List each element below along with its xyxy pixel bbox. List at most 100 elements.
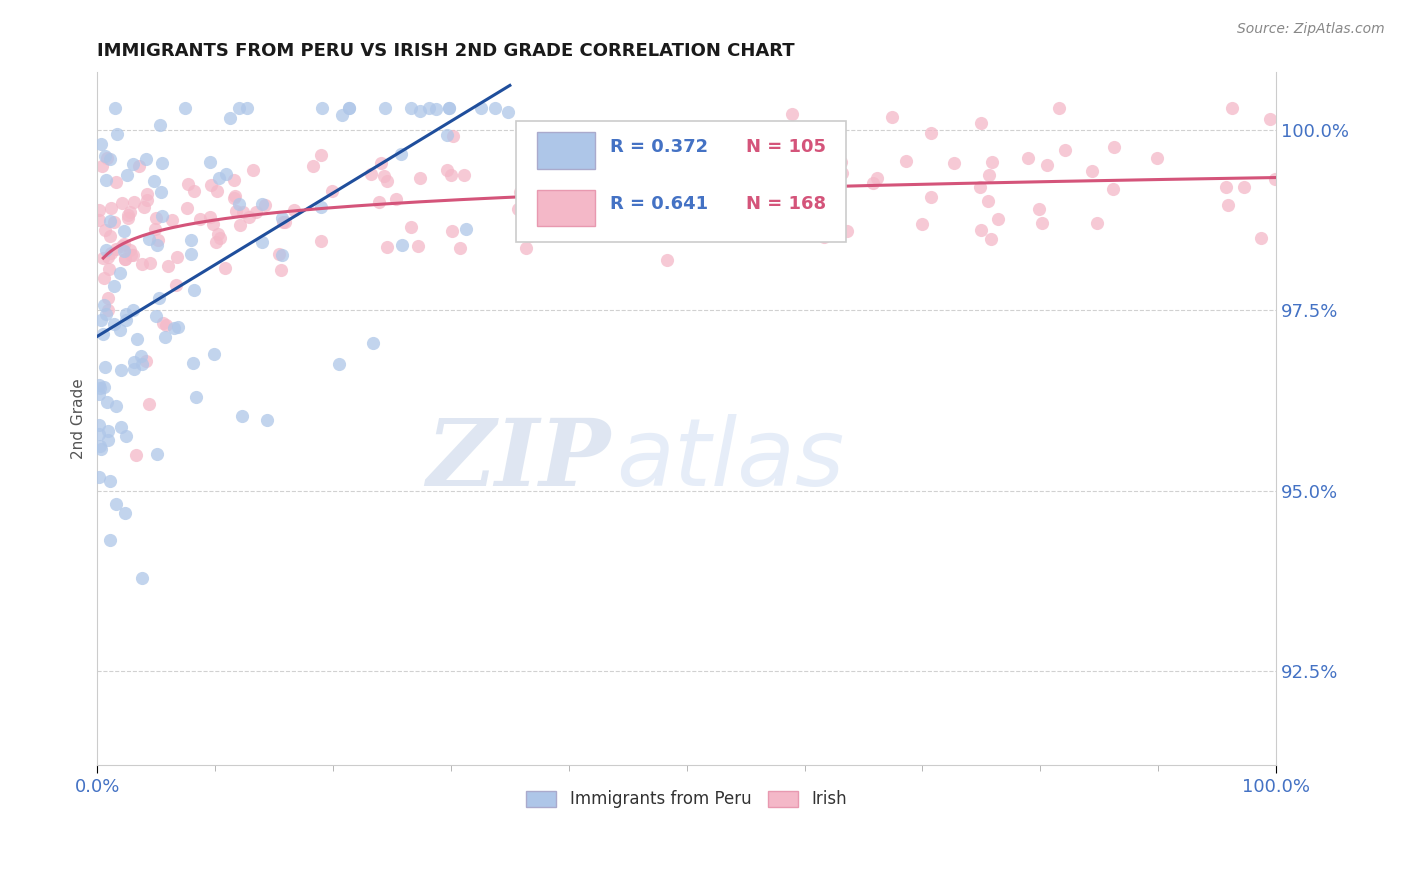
Point <box>190 211 212 226</box>
Point <box>90 313 112 327</box>
Point <box>97 250 120 264</box>
Point <box>271 215 294 229</box>
Point <box>200 154 222 169</box>
Point <box>150 156 173 170</box>
Text: IMMIGRANTS FROM PERU VS IRISH 2ND GRADE CORRELATION CHART: IMMIGRANTS FROM PERU VS IRISH 2ND GRADE … <box>97 42 794 60</box>
Point <box>131 357 153 371</box>
Point <box>110 266 132 280</box>
Point <box>128 159 150 173</box>
Point <box>105 175 128 189</box>
Point <box>252 197 274 211</box>
Point <box>117 208 139 222</box>
Point <box>1036 158 1059 172</box>
Point <box>131 570 153 584</box>
Point <box>162 321 184 335</box>
Point <box>135 353 157 368</box>
Legend: Immigrants from Peru, Irish: Immigrants from Peru, Irish <box>520 784 853 815</box>
Point <box>375 240 398 254</box>
Point <box>155 318 177 332</box>
Point <box>228 197 250 211</box>
Y-axis label: 2nd Grade: 2nd Grade <box>72 378 86 458</box>
Point <box>150 186 173 200</box>
Point <box>987 211 1010 226</box>
Point <box>1146 151 1168 165</box>
Point <box>207 184 229 198</box>
Point <box>328 357 350 371</box>
Text: atlas: atlas <box>616 415 844 506</box>
Point <box>754 162 776 177</box>
Point <box>129 349 152 363</box>
Point <box>454 222 477 236</box>
Point <box>367 195 389 210</box>
Point <box>780 106 803 120</box>
Point <box>148 291 170 305</box>
Point <box>862 176 884 190</box>
Point <box>880 110 903 124</box>
Point <box>181 355 204 369</box>
Point <box>94 307 117 321</box>
Point <box>801 149 824 163</box>
Point <box>1102 182 1125 196</box>
Point <box>970 116 993 130</box>
Point <box>105 399 128 413</box>
Point <box>374 102 396 116</box>
Point <box>205 235 228 249</box>
Point <box>145 237 167 252</box>
Point <box>408 103 430 118</box>
Point <box>157 260 180 274</box>
Point <box>651 166 673 180</box>
Point <box>256 413 278 427</box>
Point <box>496 105 519 120</box>
Point <box>96 394 118 409</box>
Text: R = 0.641: R = 0.641 <box>610 195 709 213</box>
Point <box>94 149 117 163</box>
Point <box>89 440 111 454</box>
Point <box>389 146 412 161</box>
Point <box>339 102 361 116</box>
Point <box>274 215 297 229</box>
Point <box>222 192 245 206</box>
Point <box>373 169 395 183</box>
Point <box>696 127 718 141</box>
Point <box>831 166 853 180</box>
Text: ZIP: ZIP <box>426 415 610 505</box>
Point <box>93 223 115 237</box>
Point <box>644 207 666 221</box>
Point <box>134 200 156 214</box>
Point <box>655 252 678 267</box>
Point <box>114 252 136 266</box>
Point <box>1233 179 1256 194</box>
Point <box>152 316 174 330</box>
Point <box>94 243 117 257</box>
Point <box>399 102 422 116</box>
Point <box>609 175 631 189</box>
Point <box>98 229 121 244</box>
Point <box>180 233 202 247</box>
Point <box>337 102 360 116</box>
Point <box>138 397 160 411</box>
Point <box>650 199 672 213</box>
Point <box>112 236 135 251</box>
Point <box>145 309 167 323</box>
Point <box>100 246 122 260</box>
FancyBboxPatch shape <box>516 121 846 242</box>
Point <box>425 102 447 116</box>
Point <box>120 243 142 257</box>
Point <box>508 202 530 217</box>
Point <box>270 211 292 226</box>
Point <box>112 244 135 258</box>
Point <box>792 197 814 211</box>
Point <box>1104 140 1126 154</box>
Point <box>91 251 114 265</box>
Point <box>125 332 148 346</box>
Point <box>977 168 1000 182</box>
Point <box>969 180 991 194</box>
Point <box>91 326 114 341</box>
Point <box>214 260 236 275</box>
Point <box>920 126 942 140</box>
Point <box>98 533 121 548</box>
Point <box>96 173 118 187</box>
Point <box>108 323 131 337</box>
Point <box>1054 143 1077 157</box>
Point <box>89 382 111 396</box>
